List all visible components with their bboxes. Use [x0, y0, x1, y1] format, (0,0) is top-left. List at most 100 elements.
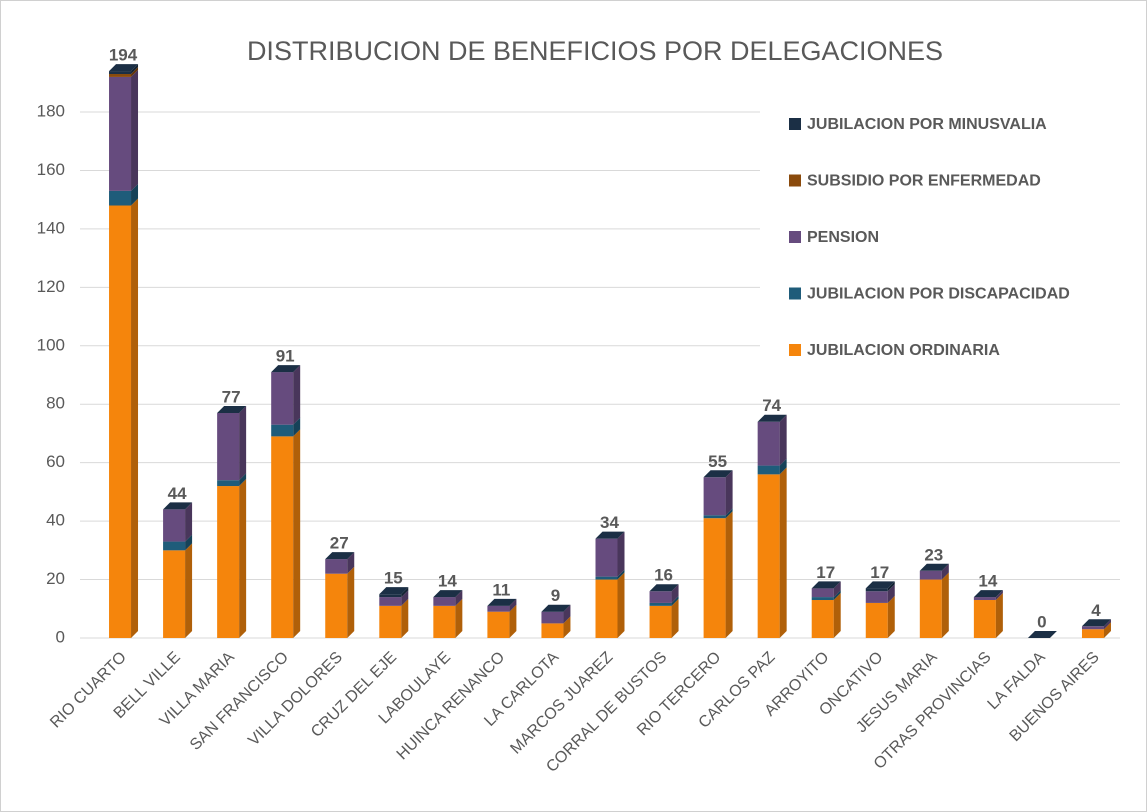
bar-segment	[811, 600, 834, 638]
bar-segment	[109, 190, 132, 206]
bar-segment	[109, 205, 132, 638]
total-label: 16	[654, 566, 673, 585]
total-label: 9	[551, 586, 560, 605]
y-tick-label: 180	[37, 101, 65, 120]
bar-segment	[649, 591, 672, 603]
bar-side	[131, 64, 139, 75]
bar-segment	[163, 550, 186, 638]
bar-segment	[163, 541, 186, 551]
legend-label: JUBILACION POR DISCAPACIDAD	[807, 286, 1070, 303]
bar-side	[185, 502, 193, 542]
bar-side	[347, 566, 355, 638]
legend: JUBILACION ORDINARIA JUBILACION POR DISCA…	[760, 100, 1125, 375]
bar-side	[725, 508, 733, 519]
total-label: 91	[276, 347, 295, 366]
bar-segment	[811, 597, 834, 601]
bar-segment	[433, 597, 456, 606]
bar-segment	[649, 605, 672, 638]
bar-side	[563, 604, 571, 624]
bar-side	[401, 590, 409, 606]
bar-top	[325, 552, 355, 560]
bar-segment	[757, 421, 780, 466]
bar-segment	[703, 518, 726, 638]
bar-side	[617, 569, 625, 580]
y-tick-label: 60	[46, 452, 65, 471]
bar-segment	[757, 474, 780, 638]
bar-top	[595, 531, 625, 539]
bar-segment	[703, 515, 726, 519]
bar-side	[185, 543, 193, 638]
bar-side	[1103, 622, 1111, 638]
bar-top	[865, 581, 895, 589]
bar-segment	[379, 594, 402, 598]
bar-side	[401, 587, 409, 598]
bar-segment	[487, 611, 510, 638]
legend-swatch	[789, 287, 801, 300]
y-tick-label: 20	[46, 569, 65, 588]
total-label: 23	[924, 545, 943, 564]
bar-side	[509, 598, 517, 612]
bar-segment	[649, 602, 672, 606]
chart-title: DISTRIBUCION DE BENEFICIOS POR DELEGACIO…	[247, 36, 943, 66]
bar-segment	[325, 559, 348, 574]
bar-side	[455, 598, 463, 638]
bar-segment	[595, 576, 618, 580]
bar-side	[833, 593, 841, 638]
bar-side	[401, 598, 409, 638]
bar-side	[833, 590, 841, 601]
legend-swatch	[789, 174, 801, 187]
bar-side	[293, 365, 301, 425]
y-tick-label: 0	[56, 627, 65, 646]
legend-swatch	[789, 118, 801, 130]
bar-side	[887, 595, 895, 638]
bar-side	[455, 590, 463, 606]
bar-side	[725, 470, 733, 516]
bar-side	[887, 581, 895, 592]
total-label: 17	[870, 563, 889, 582]
total-label: 74	[762, 396, 781, 415]
bar-side	[995, 593, 1003, 638]
total-label: 15	[384, 569, 403, 588]
bar-segment	[109, 71, 132, 75]
total-label: 34	[600, 513, 619, 532]
y-tick-label: 40	[46, 511, 65, 530]
bar-top	[1027, 631, 1057, 638]
total-label: 14	[978, 572, 997, 591]
bar-side	[563, 616, 571, 638]
bar-top	[271, 365, 301, 373]
total-label: 77	[222, 387, 241, 406]
bar-top	[541, 604, 571, 612]
y-tick-label: 80	[46, 394, 65, 413]
total-label: 194	[109, 46, 138, 65]
bar-side	[131, 69, 139, 191]
bar-segment	[595, 538, 618, 577]
y-tick-label: 160	[37, 160, 65, 179]
bar-side	[617, 531, 625, 577]
bar-segment	[379, 597, 402, 606]
bar-side	[1103, 619, 1111, 630]
bar-side	[293, 429, 301, 638]
total-label: 55	[708, 452, 727, 471]
bar-top	[973, 590, 1003, 598]
bar-segment	[811, 588, 834, 598]
bar-side	[671, 595, 679, 606]
bar-segment	[163, 509, 186, 542]
bar-top	[703, 470, 733, 478]
bar-side	[779, 458, 787, 475]
bar-side	[833, 581, 841, 598]
bar-segment	[271, 424, 294, 437]
bar-segment	[541, 623, 564, 638]
legend-label: JUBILACION POR MINUSVALIA	[807, 116, 1047, 133]
y-tick-label: 120	[37, 277, 65, 296]
legend-swatch	[789, 344, 801, 356]
bar-segment	[217, 480, 240, 487]
bar-segment	[217, 486, 240, 638]
bar-side	[239, 405, 247, 481]
bar-top	[433, 590, 463, 598]
bar-top	[217, 405, 247, 413]
legend-swatch	[789, 231, 801, 243]
bar-segment	[217, 412, 240, 481]
bar-top	[1081, 619, 1111, 627]
bar-top	[757, 414, 787, 422]
bar-side	[617, 572, 625, 638]
